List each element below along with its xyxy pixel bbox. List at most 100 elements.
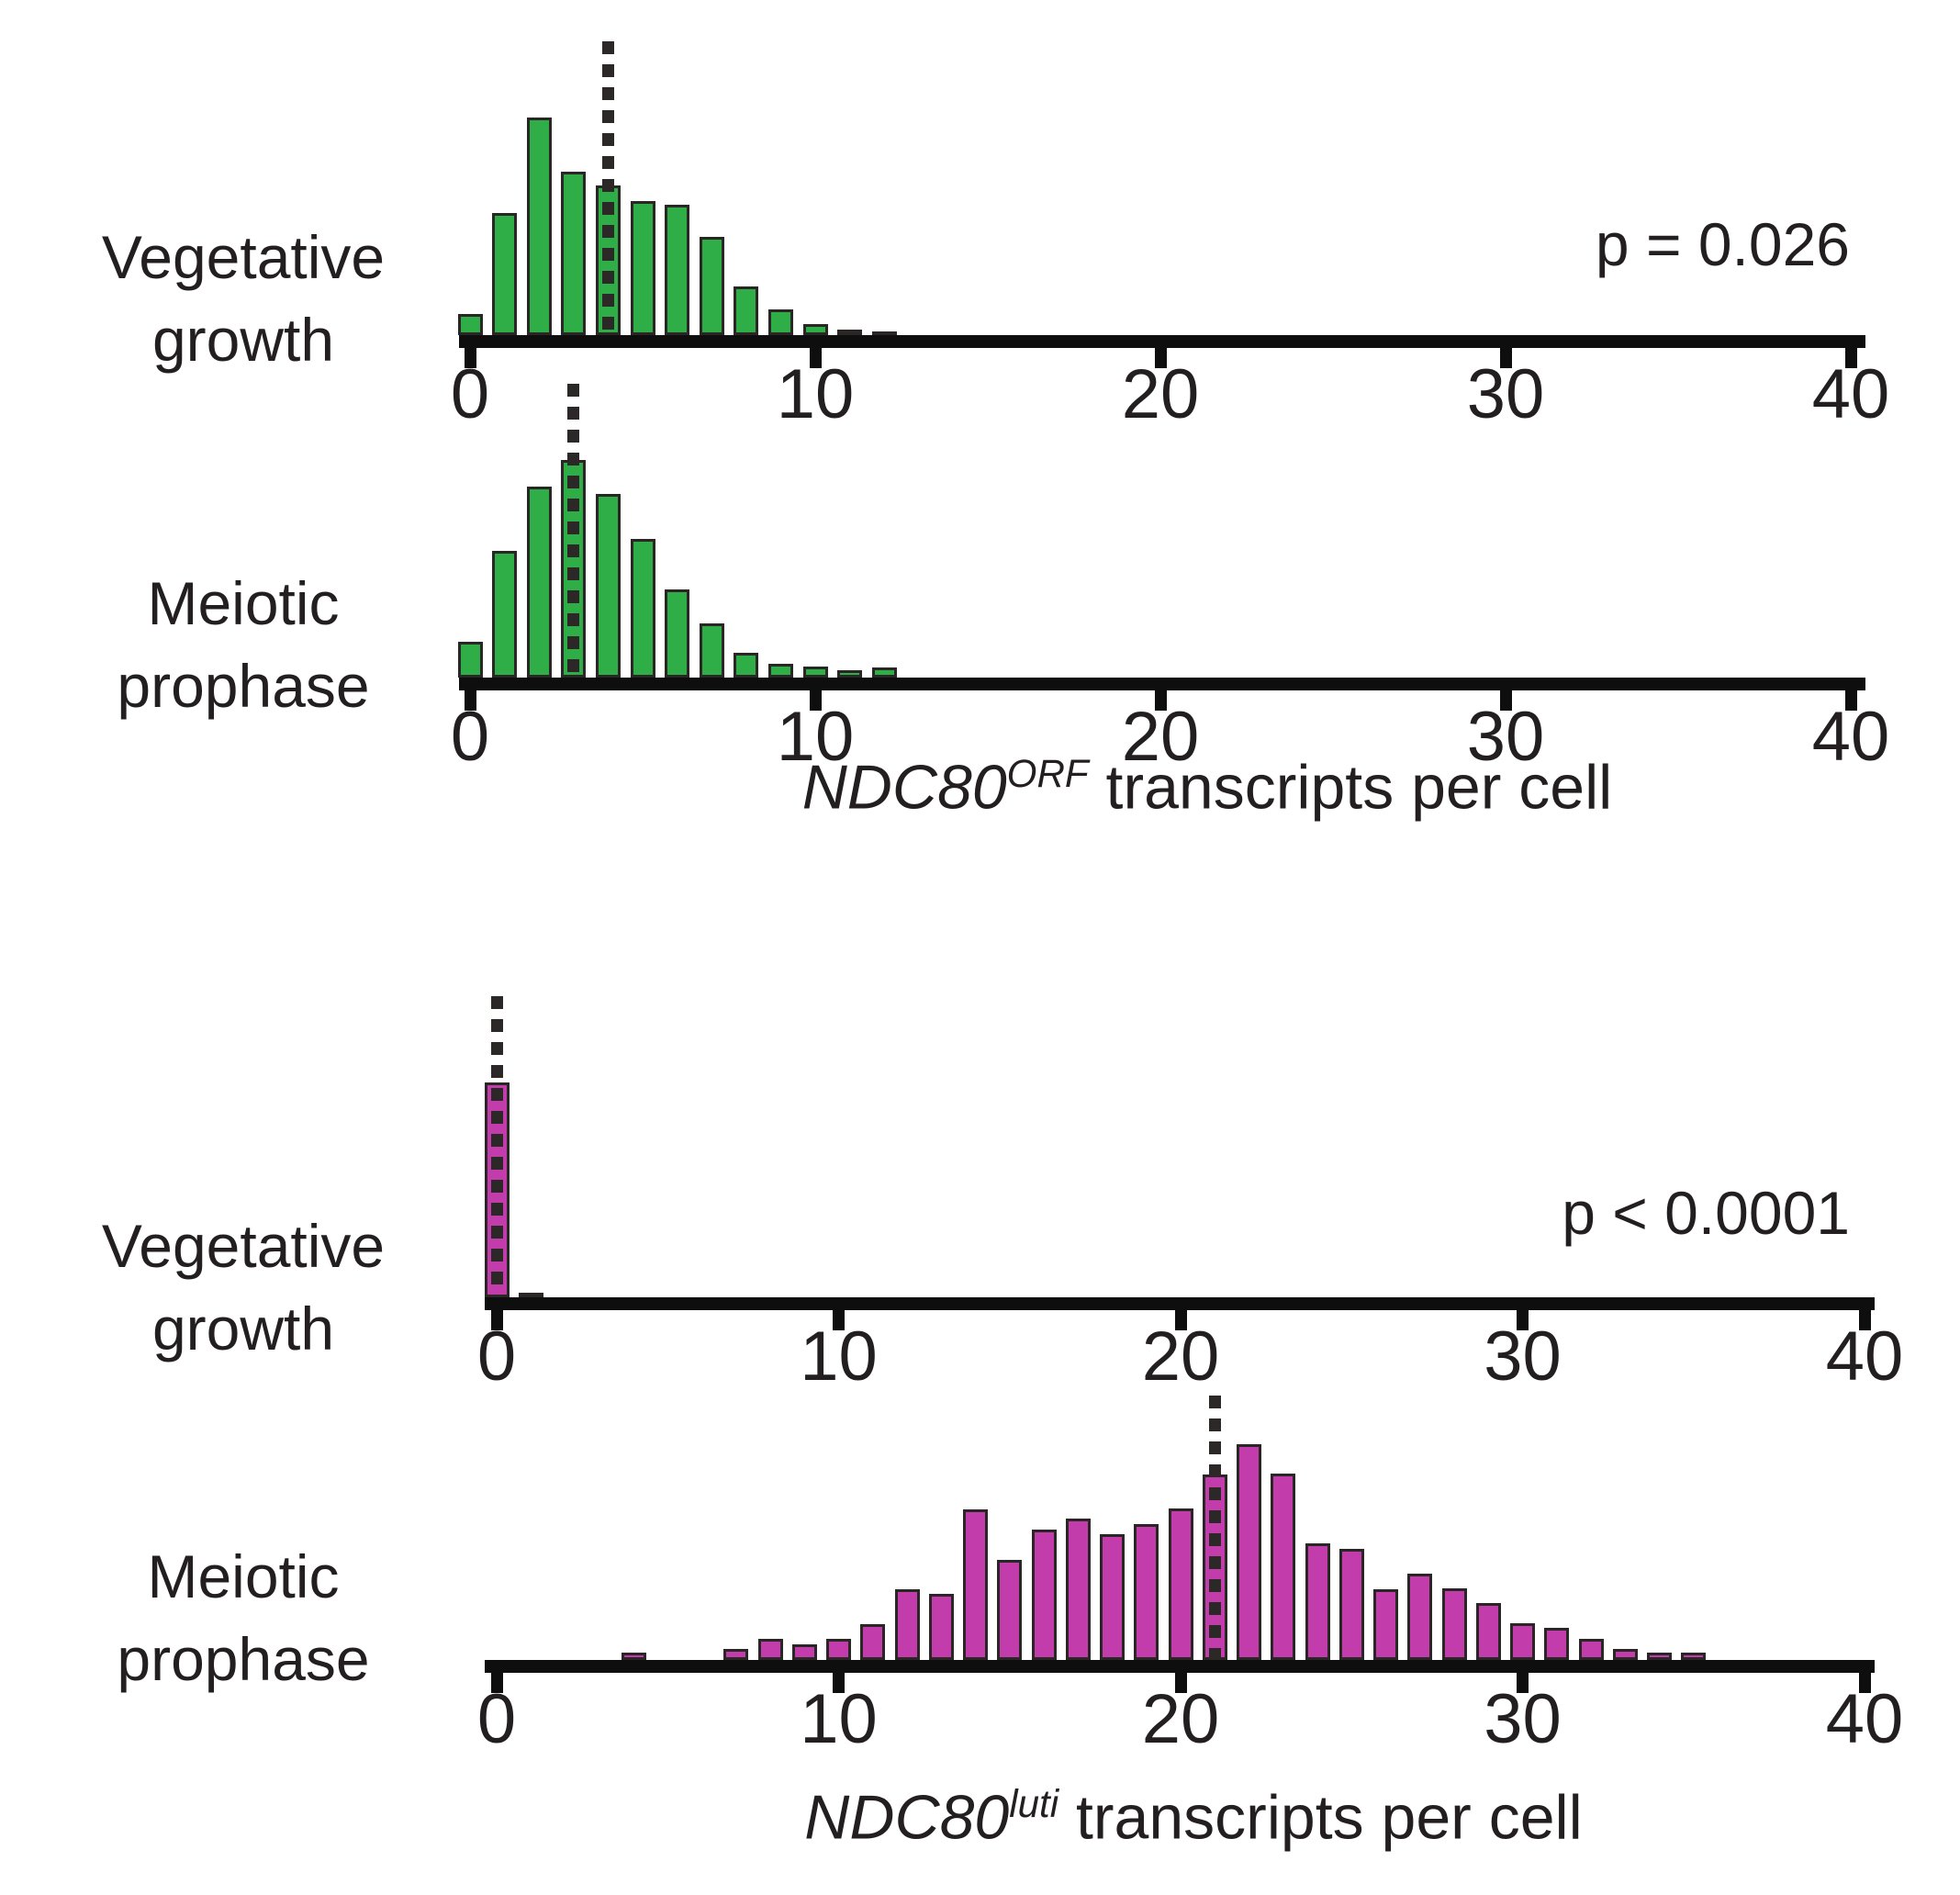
gene-name-ndc80: NDC80 bbox=[804, 1782, 1010, 1853]
histogram-bar-x18 bbox=[1100, 1534, 1125, 1660]
p-value-label: p < 0.0001 bbox=[1562, 1179, 1850, 1247]
gene-superscript-luti: luti bbox=[1009, 1782, 1059, 1825]
histogram-bar-x13 bbox=[928, 1594, 954, 1660]
median-dashed-line bbox=[490, 996, 503, 1310]
row-label-ndc80orf-vegetative-growth: Vegetative growth bbox=[28, 216, 459, 381]
histogram-bar-x12 bbox=[894, 1589, 920, 1660]
histogram-bar-x1 bbox=[518, 1293, 543, 1298]
histogram-bar-x11 bbox=[837, 330, 863, 335]
median-dashed-line bbox=[601, 41, 614, 348]
histogram-bar-x9 bbox=[791, 1644, 817, 1660]
axis-tick-label-30: 30 bbox=[1484, 1318, 1562, 1396]
x-axis-line bbox=[485, 1297, 1875, 1310]
histogram-bar-x22 bbox=[1237, 1444, 1261, 1660]
histogram-bar-x7 bbox=[699, 237, 724, 335]
histogram-bar-x3 bbox=[561, 172, 587, 335]
row-label-line: Meiotic bbox=[147, 569, 340, 637]
histogram-bar-x11 bbox=[860, 1624, 886, 1660]
row-label-line: Meiotic bbox=[147, 1542, 340, 1610]
histogram-bar-x7 bbox=[723, 1649, 749, 1660]
axis-tick-label-10: 10 bbox=[776, 355, 855, 433]
histogram-bar-x8 bbox=[757, 1639, 783, 1660]
histogram-bar-x17 bbox=[1065, 1519, 1091, 1660]
histogram-bar-x12 bbox=[871, 667, 897, 678]
histogram-bar-x27 bbox=[1407, 1574, 1433, 1660]
histogram-bar-x10 bbox=[826, 1639, 851, 1660]
row-label-ndc80orf-meiotic-prophase: Meiotic prophase bbox=[28, 562, 459, 727]
histogram-bar-x0 bbox=[457, 314, 483, 335]
histogram-bar-x8 bbox=[734, 653, 759, 678]
x-axis-line bbox=[459, 335, 1865, 348]
histogram-bar-x32 bbox=[1578, 1639, 1604, 1660]
histogram-bar-x14 bbox=[963, 1509, 988, 1660]
histogram-bar-x29 bbox=[1475, 1603, 1501, 1660]
x-axis-line bbox=[485, 1660, 1875, 1673]
row-label-ndc80luti-meiotic-prophase: Meiotic prophase bbox=[28, 1535, 459, 1700]
row-label-line: growth bbox=[151, 306, 335, 374]
histogram-bar-x2 bbox=[526, 487, 552, 678]
histogram-bar-x35 bbox=[1681, 1653, 1707, 1660]
histogram-bar-x4 bbox=[595, 494, 621, 678]
gene-name-ndc80: NDC80 bbox=[801, 752, 1007, 823]
histogram-bar-x0 bbox=[457, 642, 483, 678]
axis-tick-label-10: 10 bbox=[776, 698, 855, 776]
histogram-bar-x9 bbox=[767, 664, 793, 678]
row-label-line: Vegetative bbox=[101, 1212, 386, 1280]
gene-superscript-orf: ORF bbox=[1006, 752, 1089, 795]
histogram-bar-x25 bbox=[1338, 1549, 1364, 1660]
axis-tick-label-30: 30 bbox=[1466, 355, 1545, 433]
axis-tick-label-30: 30 bbox=[1484, 1680, 1562, 1758]
axis-tick-label-20: 20 bbox=[1141, 1318, 1220, 1396]
histogram-bar-x23 bbox=[1271, 1474, 1296, 1660]
row-label-line: prophase bbox=[117, 1625, 370, 1693]
axis-tick-label-20: 20 bbox=[1141, 1680, 1220, 1758]
axis-tick-label-20: 20 bbox=[1121, 355, 1200, 433]
row-label-line: prophase bbox=[117, 652, 370, 720]
median-dashed-line bbox=[1208, 1396, 1221, 1673]
axis-title-rest: transcripts per cell bbox=[1088, 752, 1613, 823]
histogram-bar-x10 bbox=[802, 667, 828, 678]
histogram-bar-x30 bbox=[1510, 1623, 1535, 1660]
axis-tick-label-0: 0 bbox=[450, 355, 490, 433]
median-dashed-line bbox=[567, 384, 580, 690]
histogram-bar-x2 bbox=[526, 118, 552, 335]
axis-tick-label-0: 0 bbox=[476, 1318, 517, 1396]
histogram-bar-x28 bbox=[1441, 1588, 1467, 1660]
histogram-bar-x4 bbox=[621, 1653, 646, 1660]
histogram-bar-x6 bbox=[665, 589, 690, 678]
histogram-bar-x5 bbox=[630, 539, 655, 678]
histogram-bar-x9 bbox=[767, 309, 793, 335]
row-label-ndc80luti-vegetative-growth: Vegetative growth bbox=[28, 1205, 459, 1370]
x-axis-title-ndc80orf: NDC80ORF transcripts per cell bbox=[801, 752, 1613, 823]
histogram-bar-x20 bbox=[1168, 1508, 1193, 1660]
axis-tick-label-0: 0 bbox=[476, 1680, 517, 1758]
axis-tick-label-10: 10 bbox=[800, 1318, 878, 1396]
axis-tick-label-40: 40 bbox=[1825, 1680, 1904, 1758]
x-axis-line bbox=[459, 678, 1865, 690]
axis-tick-label-40: 40 bbox=[1811, 355, 1890, 433]
histogram-bar-x16 bbox=[1031, 1530, 1057, 1660]
axis-tick-label-30: 30 bbox=[1466, 698, 1545, 776]
histogram-bar-x5 bbox=[630, 201, 655, 335]
histogram-bar-x34 bbox=[1647, 1653, 1672, 1660]
histogram-bar-x24 bbox=[1305, 1543, 1330, 1660]
histogram-bar-x15 bbox=[997, 1560, 1023, 1660]
axis-title-rest: transcripts per cell bbox=[1058, 1782, 1583, 1853]
axis-tick-label-10: 10 bbox=[800, 1680, 878, 1758]
x-axis-title-ndc80luti: NDC80luti transcripts per cell bbox=[804, 1782, 1583, 1853]
histogram-bar-x1 bbox=[492, 213, 518, 335]
row-label-line: Vegetative bbox=[101, 223, 386, 291]
histogram-bar-x33 bbox=[1612, 1649, 1638, 1660]
histogram-bar-x10 bbox=[802, 324, 828, 335]
histogram-bar-x26 bbox=[1373, 1589, 1398, 1660]
row-label-line: growth bbox=[151, 1295, 335, 1362]
histogram-bar-x1 bbox=[492, 551, 518, 678]
histogram-bar-x11 bbox=[837, 670, 863, 678]
p-value-label: p = 0.026 bbox=[1595, 210, 1850, 278]
axis-tick-label-20: 20 bbox=[1121, 698, 1200, 776]
histogram-bar-x7 bbox=[699, 623, 724, 678]
axis-tick-label-40: 40 bbox=[1825, 1318, 1904, 1396]
histogram-bar-x6 bbox=[665, 205, 690, 335]
histogram-bar-x19 bbox=[1134, 1524, 1159, 1660]
